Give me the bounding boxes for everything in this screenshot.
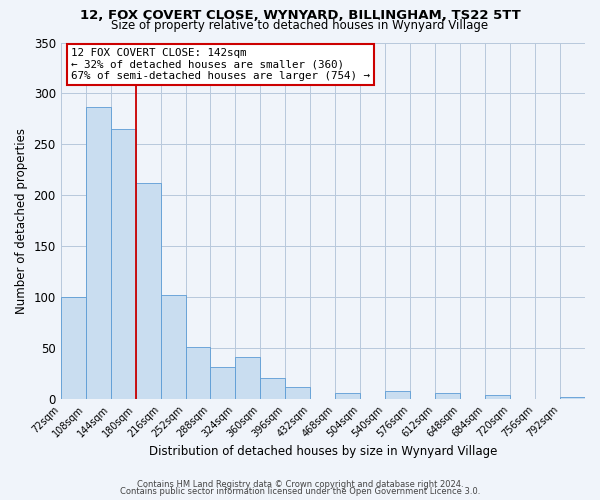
Text: Contains public sector information licensed under the Open Government Licence 3.: Contains public sector information licen… bbox=[120, 487, 480, 496]
Bar bbox=[335, 393, 360, 399]
Bar bbox=[185, 347, 211, 399]
Text: Size of property relative to detached houses in Wynyard Village: Size of property relative to detached ho… bbox=[112, 18, 488, 32]
Bar bbox=[110, 129, 136, 399]
Bar bbox=[560, 397, 585, 399]
Text: Contains HM Land Registry data © Crown copyright and database right 2024.: Contains HM Land Registry data © Crown c… bbox=[137, 480, 463, 489]
Bar bbox=[286, 387, 310, 399]
Bar bbox=[136, 183, 161, 399]
Bar bbox=[260, 378, 286, 399]
Bar bbox=[211, 368, 235, 399]
Bar bbox=[235, 358, 260, 399]
Bar bbox=[485, 395, 510, 399]
X-axis label: Distribution of detached houses by size in Wynyard Village: Distribution of detached houses by size … bbox=[149, 444, 497, 458]
Y-axis label: Number of detached properties: Number of detached properties bbox=[15, 128, 28, 314]
Bar bbox=[435, 393, 460, 399]
Text: 12, FOX COVERT CLOSE, WYNYARD, BILLINGHAM, TS22 5TT: 12, FOX COVERT CLOSE, WYNYARD, BILLINGHA… bbox=[80, 9, 520, 22]
Bar bbox=[161, 295, 185, 399]
Bar bbox=[385, 391, 410, 399]
Text: 12 FOX COVERT CLOSE: 142sqm
← 32% of detached houses are smaller (360)
67% of se: 12 FOX COVERT CLOSE: 142sqm ← 32% of det… bbox=[71, 48, 370, 81]
Bar bbox=[86, 106, 110, 399]
Bar bbox=[61, 297, 86, 399]
